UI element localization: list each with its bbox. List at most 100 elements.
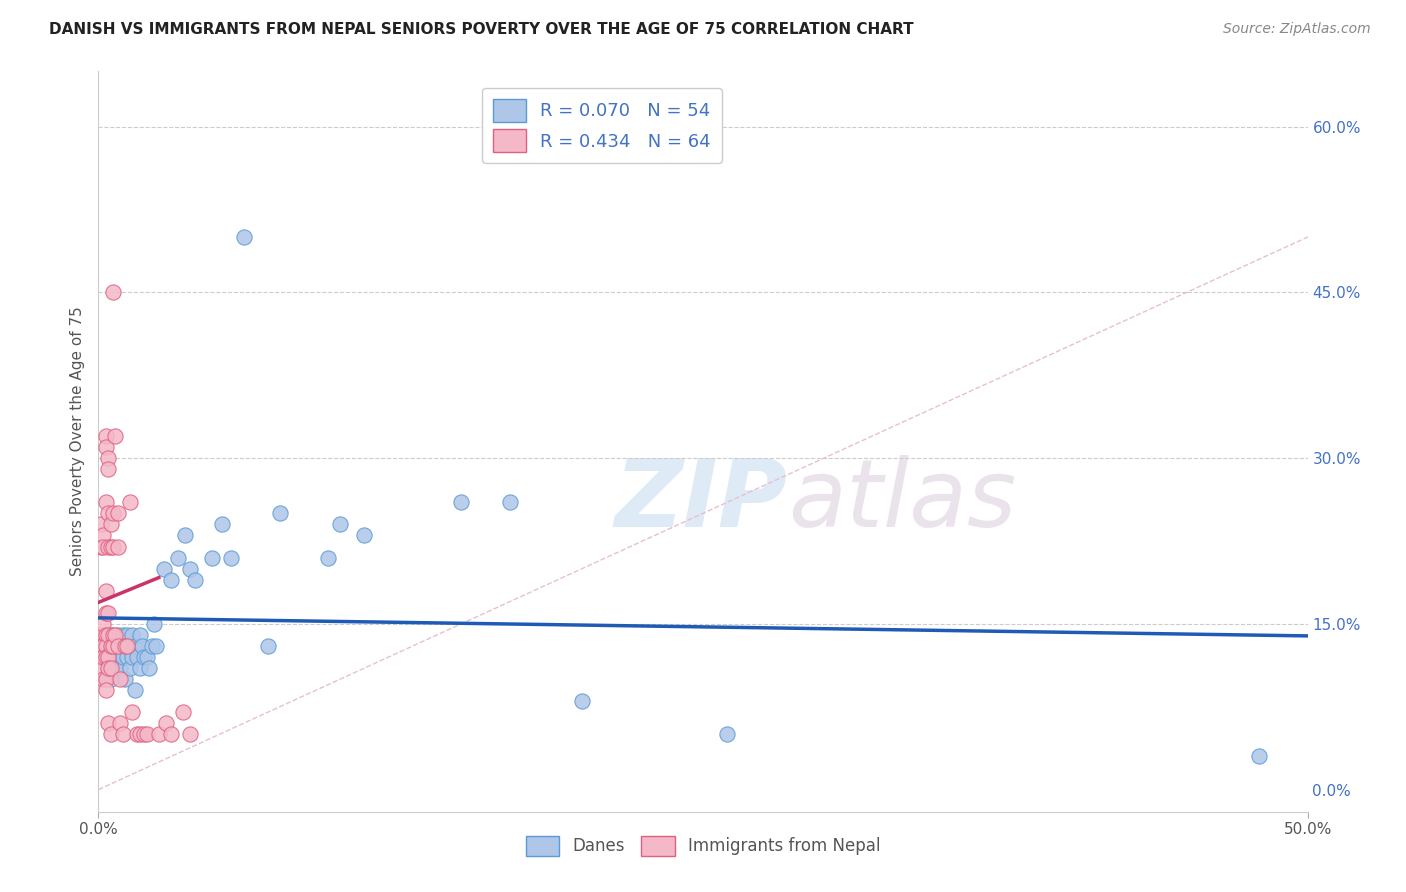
Point <box>124 639 146 653</box>
Point <box>97 540 120 554</box>
Point <box>107 628 129 642</box>
Point <box>114 639 136 653</box>
Point <box>101 285 124 300</box>
Point <box>104 628 127 642</box>
Point <box>716 727 738 741</box>
Point <box>118 661 141 675</box>
Point <box>100 639 122 653</box>
Point <box>118 639 141 653</box>
Point <box>104 650 127 665</box>
Point <box>100 727 122 741</box>
Text: DANISH VS IMMIGRANTS FROM NEPAL SENIORS POVERTY OVER THE AGE OF 75 CORRELATION C: DANISH VS IMMIGRANTS FROM NEPAL SENIORS … <box>49 22 914 37</box>
Point <box>100 672 122 686</box>
Point <box>97 650 120 665</box>
Point <box>87 650 110 665</box>
Point <box>135 650 157 665</box>
Point <box>97 451 120 466</box>
Point <box>97 628 120 642</box>
Point <box>145 639 167 653</box>
Point <box>100 517 122 532</box>
Point <box>121 628 143 642</box>
Point <box>111 628 134 642</box>
Point <box>141 639 163 653</box>
Point <box>131 639 153 653</box>
Point <box>90 650 112 665</box>
Point <box>118 495 141 509</box>
Point <box>100 540 122 554</box>
Point <box>316 550 339 565</box>
Point <box>107 639 129 653</box>
Point <box>232 230 254 244</box>
Point <box>101 540 124 554</box>
Point <box>90 628 112 642</box>
Point <box>152 561 174 575</box>
Point <box>117 628 139 642</box>
Point <box>111 650 134 665</box>
Point <box>121 650 143 665</box>
Point <box>160 727 183 741</box>
Point <box>97 462 120 476</box>
Point <box>117 650 139 665</box>
Point <box>160 573 183 587</box>
Point <box>101 507 124 521</box>
Point <box>174 528 197 542</box>
Point <box>104 429 127 443</box>
Point <box>179 727 201 741</box>
Point <box>135 727 157 741</box>
Point <box>91 540 114 554</box>
Text: ZIP: ZIP <box>614 455 787 547</box>
Point <box>221 550 243 565</box>
Point <box>256 639 278 653</box>
Point <box>94 650 117 665</box>
Point <box>91 616 114 631</box>
Point <box>91 639 114 653</box>
Point <box>91 672 114 686</box>
Point <box>114 672 136 686</box>
Point <box>138 661 160 675</box>
Point <box>179 561 201 575</box>
Point <box>97 716 120 731</box>
Point <box>184 573 207 587</box>
Point <box>101 639 124 653</box>
Point <box>108 716 131 731</box>
Point <box>87 644 110 658</box>
Point <box>101 639 124 653</box>
Point <box>127 650 149 665</box>
Point <box>114 639 136 653</box>
Text: atlas: atlas <box>787 455 1017 546</box>
Point <box>124 683 146 698</box>
Y-axis label: Seniors Poverty Over the Age of 75: Seniors Poverty Over the Age of 75 <box>69 307 84 576</box>
Point <box>108 672 131 686</box>
Point <box>211 517 233 532</box>
Text: Source: ZipAtlas.com: Source: ZipAtlas.com <box>1223 22 1371 37</box>
Point <box>97 606 120 620</box>
Point <box>571 694 593 708</box>
Point <box>127 727 149 741</box>
Point <box>94 583 117 598</box>
Point <box>172 706 194 720</box>
Point <box>353 528 375 542</box>
Point <box>100 628 122 642</box>
Point <box>128 727 150 741</box>
Point <box>107 650 129 665</box>
Point <box>450 495 472 509</box>
Point <box>94 672 117 686</box>
Point <box>94 440 117 454</box>
Point <box>1249 749 1271 764</box>
Point <box>94 606 117 620</box>
Point <box>94 429 117 443</box>
Point <box>91 650 114 665</box>
Point <box>269 507 291 521</box>
Point <box>121 706 143 720</box>
Point <box>90 639 112 653</box>
Point <box>128 628 150 642</box>
Point <box>97 507 120 521</box>
Point <box>100 661 122 675</box>
Point <box>104 661 127 675</box>
Point <box>143 616 166 631</box>
Point <box>167 550 190 565</box>
Point <box>107 540 129 554</box>
Point <box>94 628 117 642</box>
Point <box>117 639 139 653</box>
Point <box>107 507 129 521</box>
